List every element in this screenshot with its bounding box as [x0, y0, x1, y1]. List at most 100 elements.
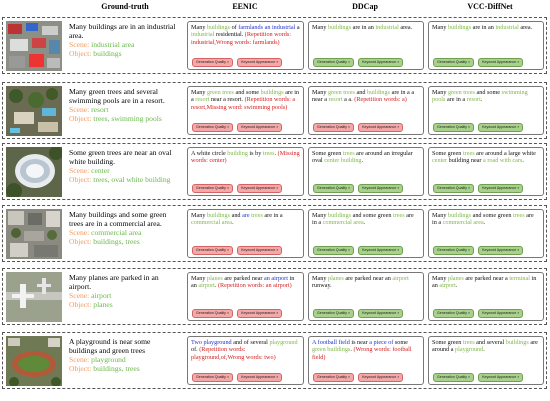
evaluation-tags: Generation Quality × Keyword Appearance ×: [192, 373, 283, 382]
caption-segment: residential.: [214, 31, 245, 39]
caption-segment: industrial: [495, 24, 519, 31]
scene-line: Scene: playground: [69, 355, 179, 364]
scene-value: resort: [91, 105, 109, 115]
caption-segment: .: [522, 157, 524, 165]
oval-building-thumbnail: [6, 147, 62, 197]
caption-segment: trees: [462, 339, 475, 346]
eenic-caption-text: Two playground and of several playground…: [191, 339, 300, 361]
caption-segment: buildings: [206, 24, 231, 31]
caption-segment: planes: [447, 275, 464, 282]
caption-segment: (Repetition words: an airport): [217, 282, 292, 290]
vcc-caption-text: Many green trees and some swimming pools…: [432, 89, 540, 104]
generation-quality-tag: Generation Quality ×: [313, 246, 355, 255]
keyword-appearance-tag: Keyword Appearance ×: [237, 123, 283, 132]
scene-line: Scene: commercial area: [69, 228, 179, 237]
caption-segment: are parked near an: [343, 275, 393, 282]
caption-segment: of.: [191, 346, 200, 354]
generation-quality-tag: Generation Quality ×: [313, 309, 355, 318]
caption-segment: Many: [191, 24, 207, 31]
evaluation-tags: Generation Quality × Keyword Appearance ×: [313, 373, 404, 382]
object-line: Object: buildings: [69, 49, 179, 58]
evaluation-tags: Generation Quality × Keyword Appearance ×: [192, 246, 283, 255]
eenic-caption-cell: Many buildings and are trees are in a co…: [187, 209, 304, 258]
caption-segment: and some: [474, 89, 502, 96]
ground-truth-sentence: Some green trees are near an oval white …: [69, 148, 172, 167]
caption-segment: trees: [392, 212, 405, 219]
caption-segment: are in an: [351, 24, 376, 31]
header-ddcap: DDCap: [352, 2, 378, 11]
evaluation-tags: Generation Quality × Keyword Appearance ×: [433, 184, 524, 193]
caption-segment: and some: [233, 89, 261, 96]
scene-value: playground: [91, 355, 126, 365]
keyword-appearance-tag: Keyword Appearance ×: [478, 309, 524, 318]
keyword-appearance-tag: Keyword Appearance ×: [478, 58, 524, 67]
column-headers: Ground-truth EENIC DDCap VCC-DiffNet: [0, 2, 550, 16]
caption-segment: Many: [191, 275, 207, 282]
caption-segment: resort: [328, 96, 343, 104]
ground-truth-caption: A playground is near some buildings and …: [69, 337, 179, 373]
header-eenic: EENIC: [232, 2, 258, 11]
caption-segment: Many: [312, 275, 328, 282]
caption-segment: and: [230, 212, 243, 219]
object-label: Object:: [69, 49, 92, 59]
ddcap-caption-text: Many planes are parked near an airport r…: [312, 275, 420, 290]
caption-segment: industrial: [375, 24, 399, 31]
scene-label: Scene:: [69, 355, 92, 365]
scene-value: airport: [91, 291, 112, 301]
caption-segment: Many: [432, 212, 448, 219]
caption-segment: green: [312, 346, 326, 354]
vcc-caption-text: Many planes are parked near a terminal i…: [432, 275, 540, 290]
ground-truth-sentence: Many planes are parked in an airport.: [69, 273, 159, 292]
caption-segment: is near: [349, 339, 370, 346]
caption-segment: farmlands: [238, 24, 264, 31]
caption-segment: are: [242, 212, 250, 219]
caption-segment: Many: [432, 24, 448, 31]
ddcap-caption-cell: A football field is near a piece of some…: [308, 336, 424, 385]
caption-segment: .: [350, 346, 354, 354]
caption-segment: commercial area: [442, 219, 484, 227]
caption-segment: a: [296, 24, 300, 31]
caption-segment: Many: [191, 212, 207, 219]
scene-label: Scene:: [69, 166, 92, 176]
playground-thumbnail: [6, 336, 62, 386]
caption-segment: A white circle: [191, 150, 228, 157]
caption-segment: planes: [327, 275, 344, 282]
caption-segment: are in a: [445, 96, 467, 104]
object-line: Object: buildings, trees: [69, 237, 179, 246]
generation-quality-tag: Generation Quality ×: [192, 123, 234, 132]
caption-segment: and several: [474, 339, 506, 346]
scene-value: industrial area: [91, 40, 135, 50]
caption-segment: buildings: [366, 89, 391, 96]
caption-segment: is by: [247, 150, 263, 157]
generation-quality-tag: Generation Quality ×: [313, 123, 355, 132]
object-label: Object:: [69, 237, 92, 247]
vcc-caption-text: Many buildings are in an industrial area…: [432, 24, 540, 31]
generation-quality-tag: Generation Quality ×: [192, 246, 234, 255]
scene-label: Scene:: [69, 105, 92, 115]
caption-segment: playground: [455, 346, 484, 354]
caption-segment: .: [214, 282, 218, 290]
ground-truth-caption: Many green trees and several swimming po…: [69, 87, 179, 123]
evaluation-tags: Generation Quality × Keyword Appearance ×: [433, 58, 524, 67]
caption-segment: are in a: [262, 212, 283, 219]
keyword-appearance-tag: Keyword Appearance ×: [237, 246, 283, 255]
object-line: Object: trees, swimming pools: [69, 114, 179, 123]
keyword-appearance-tag: Keyword Appearance ×: [478, 123, 524, 132]
keyword-appearance-tag: Keyword Appearance ×: [237, 309, 283, 318]
vcc-caption-cell: Some green trees and several buildings a…: [428, 336, 544, 385]
caption-segment: are around a: [432, 339, 538, 354]
caption-segment: a a.: [342, 96, 355, 104]
caption-segment: buildings: [327, 212, 352, 219]
caption-segment: green trees: [206, 89, 234, 96]
generation-quality-tag: Generation Quality ×: [313, 184, 355, 193]
vcc-caption-text: Some green trees and several buildings a…: [432, 339, 540, 354]
header-ground-truth: Ground-truth: [101, 2, 149, 11]
object-label: Object:: [69, 364, 92, 374]
object-value: buildings, trees: [93, 237, 140, 247]
evaluation-tags: Generation Quality × Keyword Appearance ×: [192, 58, 283, 67]
eenic-caption-cell: Many buildings of farmlands an industria…: [187, 21, 304, 70]
ground-truth-caption: Many planes are parked in an airport. Sce…: [69, 273, 179, 309]
caption-segment: Two playground: [191, 339, 232, 346]
ddcap-caption-cell: Some green trees are around an irregular…: [308, 147, 424, 196]
comparison-row: Many green trees and several swimming po…: [2, 82, 547, 139]
